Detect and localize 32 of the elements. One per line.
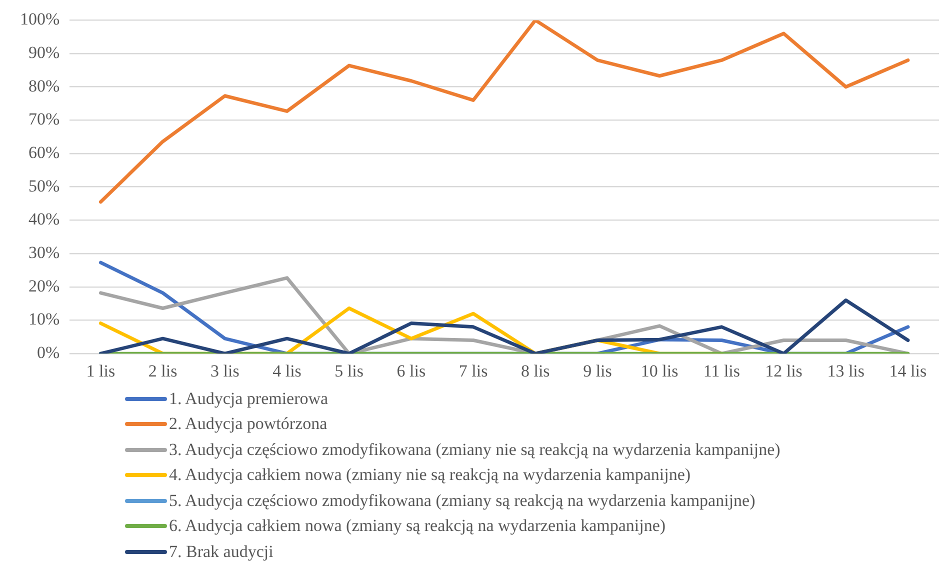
y-tick-label: 80% [28, 76, 60, 96]
legend-label: 2. Audycja powtórzona [169, 414, 328, 434]
y-tick-label: 0% [36, 343, 60, 362]
y-tick-label: 50% [28, 176, 60, 196]
legend-label: 4. Audycja całkiem nowa (zmiany nie są reakcją na wydarzenia kampanijne) [169, 465, 691, 486]
legend-label: 1. Audycja premierowa [169, 388, 328, 409]
y-tick-label: 90% [28, 43, 60, 62]
y-tick-label: 20% [28, 276, 60, 296]
y-tick-label: 70% [28, 110, 60, 129]
legend-label: 3. Audycja częściowo zmodyfikowana (zmiany nie są reakcją na wydarzenia kampanijne) [169, 440, 780, 460]
x-tick-label: 2 lis [148, 361, 178, 380]
x-tick-label: 7 lis [458, 361, 488, 380]
x-tick-label: 1 lis [86, 361, 116, 380]
x-tick-label: 3 lis [210, 361, 240, 380]
y-tick-label: 100% [20, 10, 60, 29]
x-tick-label: 8 lis [520, 361, 550, 380]
x-tick-label: 9 lis [583, 361, 612, 380]
legend-label: 6. Audycja całkiem nowa (zmiany są reakcją na wydarzenia kampanijne) [169, 516, 666, 536]
x-tick-label: 14 lis [889, 361, 927, 380]
x-tick-label: 12 lis [765, 361, 802, 380]
legend-label: 5. Audycja częściowo zmodyfikowana (zmiany są reakcją na wydarzenia kampanijne) [169, 490, 756, 511]
x-tick-label: 5 lis [334, 361, 364, 380]
legend-label: 7. Brak audycji [169, 542, 274, 562]
x-tick-label: 6 lis [396, 361, 426, 380]
y-tick-label: 30% [28, 243, 60, 262]
y-tick-label: 10% [28, 310, 60, 329]
x-tick-label: 11 lis [703, 361, 740, 380]
x-tick-label: 10 lis [640, 361, 678, 380]
y-tick-label: 60% [28, 143, 60, 162]
x-tick-label: 4 lis [272, 361, 302, 380]
y-tick-label: 40% [28, 210, 60, 229]
x-tick-label: 13 lis [827, 361, 865, 380]
